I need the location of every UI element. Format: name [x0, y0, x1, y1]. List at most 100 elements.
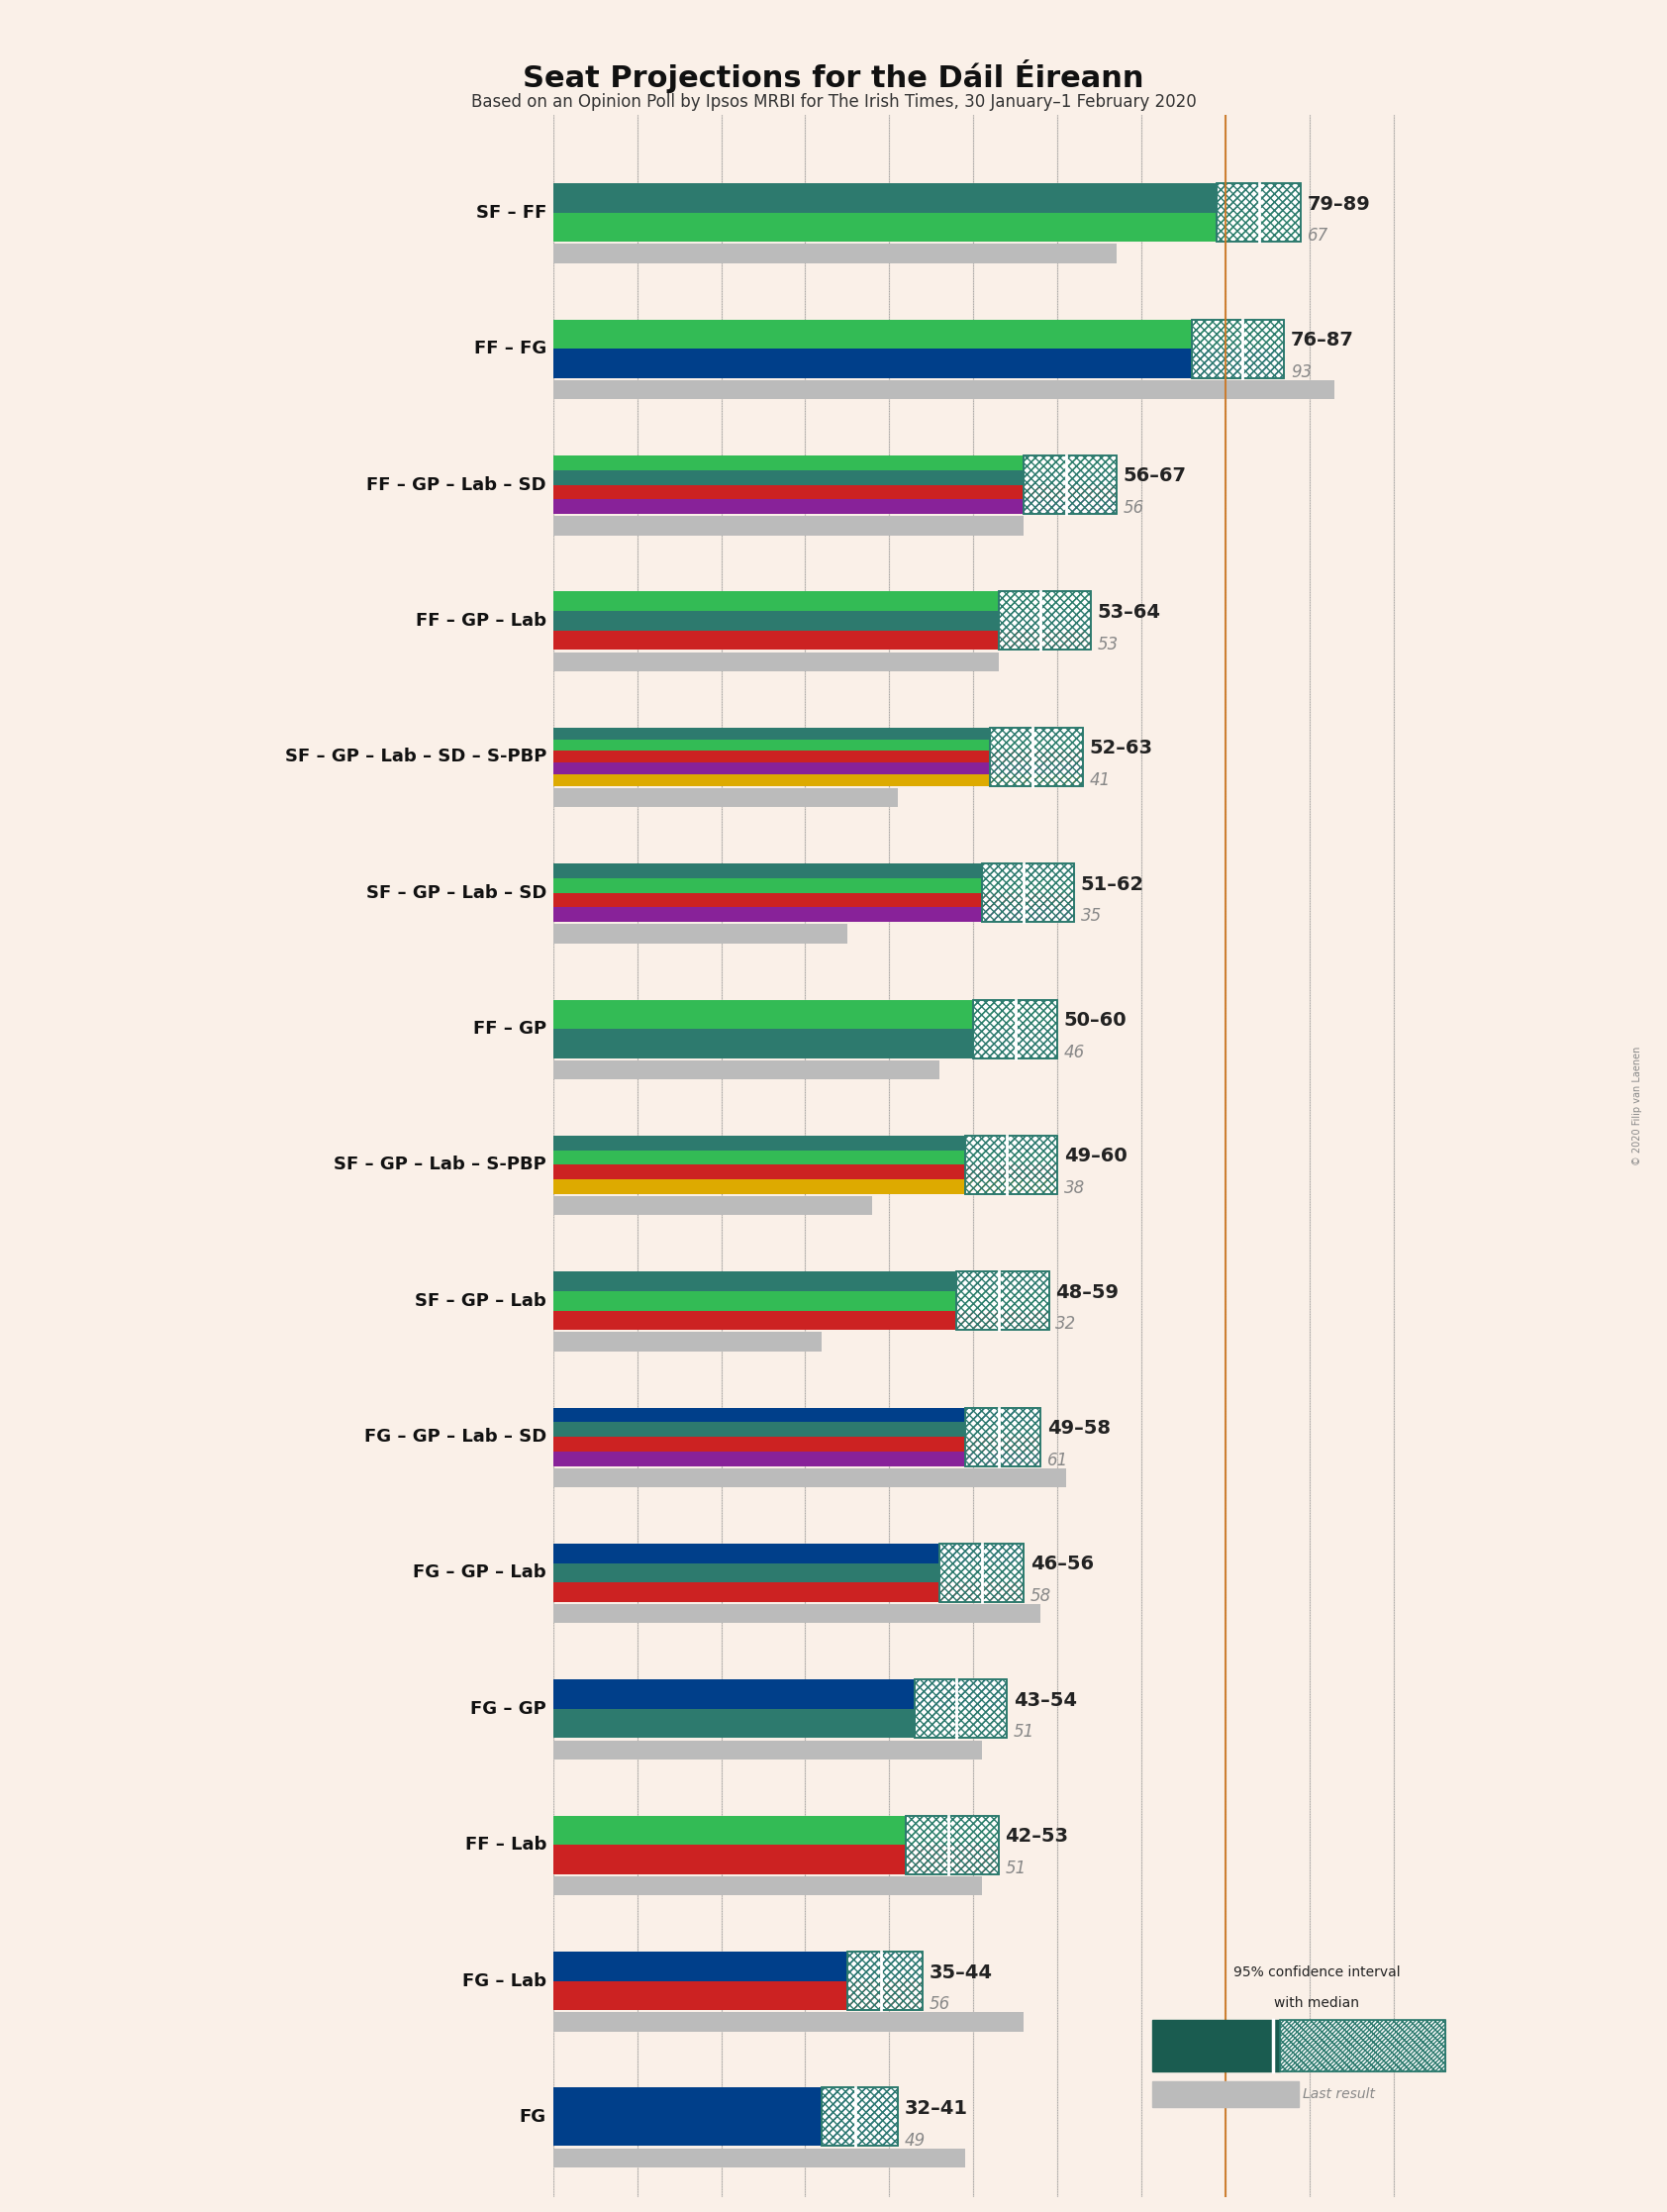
- Bar: [553, 1135, 965, 1150]
- Bar: [965, 1150, 1057, 1166]
- Bar: [1217, 184, 1300, 212]
- Bar: [990, 750, 1082, 763]
- Bar: [1192, 319, 1284, 349]
- Text: 61: 61: [1047, 1451, 1069, 1469]
- Text: FG – Lab: FG – Lab: [462, 1971, 547, 1991]
- Bar: [990, 763, 1082, 774]
- Bar: [1024, 484, 1117, 500]
- Bar: [553, 243, 1117, 263]
- Bar: [957, 1272, 1049, 1329]
- Bar: [990, 774, 1082, 785]
- Text: Based on an Opinion Poll by Ipsos MRBI for The Irish Times, 30 January–1 Februar: Based on an Opinion Poll by Ipsos MRBI f…: [470, 93, 1197, 111]
- Text: © 2020 Filip van Laenen: © 2020 Filip van Laenen: [1632, 1046, 1642, 1166]
- Bar: [553, 184, 1217, 212]
- Bar: [957, 1272, 1049, 1329]
- Text: FG – GP: FG – GP: [470, 1701, 547, 1719]
- Bar: [1192, 349, 1284, 378]
- Bar: [1217, 212, 1300, 241]
- Bar: [965, 1407, 1040, 1422]
- Text: 53: 53: [1097, 635, 1119, 653]
- Bar: [974, 1000, 1057, 1057]
- Bar: [965, 1438, 1040, 1451]
- Bar: [553, 2013, 1024, 2031]
- Bar: [957, 1292, 1049, 1310]
- Bar: [553, 1564, 940, 1582]
- Bar: [982, 863, 1074, 922]
- Bar: [553, 1982, 847, 2011]
- Text: 50–60: 50–60: [1064, 1011, 1127, 1031]
- Bar: [553, 863, 982, 878]
- Text: FG – GP – Lab: FG – GP – Lab: [413, 1564, 547, 1582]
- Bar: [990, 739, 1082, 750]
- Bar: [553, 907, 982, 922]
- Text: 79–89: 79–89: [1307, 195, 1370, 215]
- Bar: [847, 1982, 924, 2011]
- Text: FF – Lab: FF – Lab: [465, 1836, 547, 1854]
- Bar: [822, 2088, 897, 2146]
- Bar: [553, 1000, 974, 1029]
- Text: FF – FG: FF – FG: [473, 341, 547, 358]
- Bar: [1024, 484, 1117, 500]
- Bar: [1192, 349, 1284, 378]
- Bar: [965, 1135, 1057, 1194]
- Bar: [990, 728, 1082, 739]
- Bar: [847, 1951, 924, 2011]
- Bar: [1217, 184, 1300, 241]
- Bar: [553, 630, 999, 650]
- Bar: [965, 1422, 1040, 1438]
- Bar: [965, 1451, 1040, 1467]
- Bar: [907, 1845, 999, 1874]
- Bar: [822, 2088, 897, 2146]
- Bar: [907, 1816, 999, 1874]
- Text: 56: 56: [1124, 500, 1144, 518]
- Bar: [907, 1816, 999, 1845]
- Bar: [553, 1741, 982, 1759]
- Bar: [965, 1135, 1057, 1150]
- Bar: [1152, 2081, 1299, 2108]
- Bar: [957, 1310, 1049, 1329]
- Text: FF – GP – Lab – SD: FF – GP – Lab – SD: [367, 476, 547, 493]
- Bar: [982, 878, 1074, 894]
- Text: 48–59: 48–59: [1055, 1283, 1119, 1301]
- Bar: [982, 907, 1074, 922]
- Bar: [553, 787, 897, 807]
- Bar: [553, 1029, 974, 1057]
- Bar: [940, 1544, 1024, 1601]
- Bar: [999, 611, 1090, 630]
- Text: 52–63: 52–63: [1089, 739, 1152, 759]
- Text: 58: 58: [1030, 1588, 1052, 1606]
- Bar: [553, 1845, 907, 1874]
- Text: 43–54: 43–54: [1014, 1690, 1077, 1710]
- Bar: [1192, 319, 1284, 378]
- Text: 51: 51: [1005, 1860, 1027, 1878]
- Bar: [940, 1582, 1024, 1601]
- Bar: [915, 1679, 1007, 1739]
- Bar: [553, 878, 982, 894]
- Bar: [982, 878, 1074, 894]
- Bar: [982, 863, 1074, 922]
- Bar: [1024, 500, 1117, 513]
- Bar: [1024, 456, 1117, 513]
- Bar: [1024, 456, 1117, 513]
- Bar: [1217, 184, 1300, 241]
- Bar: [965, 1422, 1040, 1438]
- Text: 46: 46: [1064, 1044, 1085, 1062]
- Text: Last result: Last result: [1302, 2088, 1375, 2101]
- Bar: [1024, 471, 1117, 484]
- Bar: [965, 1407, 1040, 1467]
- Text: SF – FF: SF – FF: [475, 204, 547, 221]
- Bar: [965, 1407, 1040, 1422]
- Bar: [915, 1679, 1007, 1739]
- Bar: [553, 500, 1024, 513]
- Bar: [907, 1845, 999, 1874]
- Bar: [553, 591, 999, 611]
- Bar: [957, 1292, 1049, 1310]
- Bar: [990, 728, 1082, 785]
- Text: SF – GP – Lab: SF – GP – Lab: [415, 1292, 547, 1310]
- Bar: [1192, 319, 1284, 349]
- Bar: [553, 1060, 940, 1079]
- Bar: [982, 894, 1074, 907]
- Bar: [1280, 2020, 1445, 2070]
- Bar: [999, 591, 1090, 611]
- Bar: [553, 2148, 965, 2168]
